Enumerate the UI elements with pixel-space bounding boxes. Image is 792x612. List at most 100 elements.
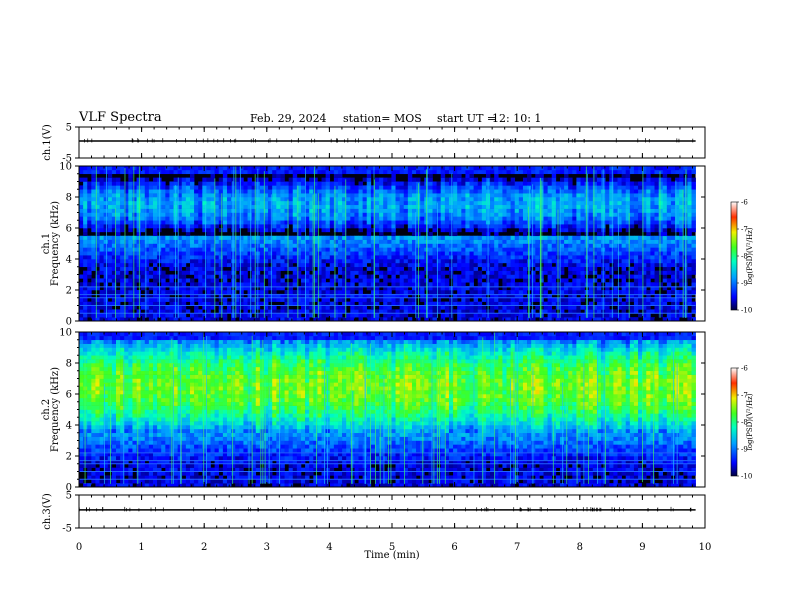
spectrogram-cell (272, 313, 277, 318)
spectrogram-cell (116, 259, 121, 264)
spectrogram-cell (564, 247, 569, 252)
spectrogram-cell (165, 212, 170, 217)
spectrogram-cell (383, 251, 388, 256)
spectrogram-cell (120, 197, 125, 202)
spectrogram-cell (235, 204, 240, 209)
spectrogram-cell (568, 197, 573, 202)
spectrogram-cell (214, 181, 220, 186)
spectrogram-cell (177, 317, 183, 322)
spectrogram-cell (564, 313, 569, 318)
spectrogram-cell (559, 290, 565, 295)
spectrogram-cell (317, 239, 322, 244)
spectrogram-cell (391, 259, 396, 264)
spectrogram-cell (317, 197, 322, 202)
spectrogram-cell (280, 243, 285, 248)
spectrogram-cell (440, 239, 446, 244)
spectrogram-cell (284, 204, 289, 209)
spectrogram-cell (276, 309, 281, 314)
spectrogram-cell (120, 181, 125, 186)
spectrogram-cell (272, 200, 277, 206)
spectrogram-cell (206, 224, 211, 229)
spectrogram-cell (235, 220, 240, 225)
spectrogram-cell (564, 185, 569, 190)
spectrogram-cell (124, 282, 129, 287)
spectrogram-cell (420, 216, 425, 221)
spectrogram-cell (362, 293, 368, 299)
spectrogram-cell (177, 216, 183, 221)
spectrogram-cell (576, 169, 581, 175)
spectrogram-cell (399, 317, 405, 322)
spectrogram-cell (214, 255, 220, 260)
spectrogram-cell (605, 197, 610, 202)
spectrogram-cell (317, 224, 322, 229)
spectrogram-cell (596, 231, 602, 237)
spectrogram-cell (83, 259, 88, 264)
spectrogram-cell (564, 251, 569, 256)
spectrogram-cell (83, 243, 88, 248)
spectrogram-cell (206, 220, 211, 225)
spectrogram-cell (457, 262, 462, 268)
spectrogram-cell (189, 266, 195, 271)
spectrogram-cell (284, 220, 289, 225)
spectrogram-cell (305, 212, 310, 217)
spectrogram-cell (292, 216, 298, 221)
spectrogram-cell (428, 239, 433, 244)
spectrogram-cell (490, 278, 495, 283)
spectrogram-cell (144, 177, 150, 182)
spectrogram-cell (374, 262, 380, 268)
spectrogram-cell (194, 309, 199, 314)
spectrogram-cell (309, 255, 314, 260)
spectrogram-cell (428, 247, 433, 252)
spectrogram-cell (379, 185, 384, 190)
spectrogram-cell (453, 259, 458, 264)
spectrogram-cell (383, 166, 388, 171)
spectrogram-cell (387, 278, 392, 283)
spectrogram-cell (358, 274, 363, 279)
spectrogram-cell (362, 189, 368, 194)
spectrogram-cell (91, 177, 96, 182)
spectrogram-cell (292, 259, 298, 264)
spectrogram-cell (107, 177, 113, 182)
spectrogram-cell (432, 200, 437, 206)
spectrogram-cell (305, 309, 310, 314)
spectrogram-cell (379, 200, 384, 206)
spectrogram-cell (185, 290, 191, 295)
spectrogram-cell (251, 290, 257, 295)
spectrogram-cell (210, 235, 215, 240)
spectrogram-cell (625, 243, 631, 248)
spectrogram-cell (91, 193, 96, 198)
spectrogram-cell (128, 309, 133, 314)
spectrogram-cell (420, 278, 425, 283)
spectrogram-cell (346, 255, 351, 260)
spectrogram-cell (226, 305, 232, 310)
spectrogram-cell (407, 193, 413, 198)
spectrogram-cell (317, 193, 322, 198)
spectrogram-cell (510, 212, 516, 217)
spectrogram-cell (629, 317, 635, 322)
spectrogram-cell (481, 193, 487, 198)
spectrogram-cell (605, 266, 610, 271)
spectrogram-cell (514, 309, 520, 314)
spectrogram-cell (436, 224, 442, 229)
spectrogram-cell (605, 290, 610, 295)
spectrogram-cell (222, 185, 228, 190)
spectrogram-cell (551, 231, 557, 237)
spectrogram-cell (136, 266, 141, 271)
spectrogram-cell (436, 208, 442, 213)
spectrogram-cell (510, 181, 516, 186)
spectrogram-cell (448, 274, 454, 279)
spectrogram-cell (79, 293, 84, 299)
spectrogram-cell (247, 305, 252, 310)
spectrogram-cell (231, 169, 236, 175)
spectrogram-cell (440, 243, 446, 248)
spectrogram-cell (448, 228, 454, 233)
spectrogram-cell (514, 290, 520, 295)
spectrogram-cell (161, 309, 166, 314)
spectrogram-cell (617, 212, 622, 217)
spectrogram-cell (120, 239, 125, 244)
spectrogram-cell (448, 204, 454, 209)
spectrogram-cell (555, 197, 561, 202)
spectrogram-cell (547, 169, 553, 175)
spectrogram-cell (461, 200, 466, 206)
spectrogram-cell (309, 293, 314, 299)
